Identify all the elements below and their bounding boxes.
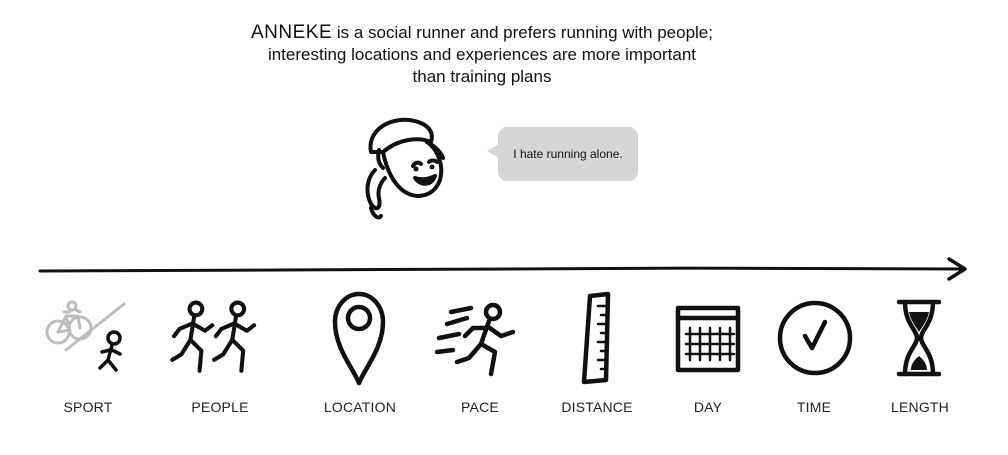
persona-name: ANNEKE xyxy=(251,22,333,43)
description-line-2: interesting locations and experiences ar… xyxy=(267,45,697,64)
label-people: PEOPLE xyxy=(191,399,249,415)
pace-icon xyxy=(434,302,516,377)
description-line-3: than training plans xyxy=(412,67,552,86)
hourglass-icon xyxy=(896,299,942,377)
label-length: LENGTH xyxy=(891,399,949,415)
speech-bubble-tail xyxy=(487,144,499,158)
description-line-1: is a social runner and prefers running w… xyxy=(332,23,713,42)
distance-ruler-icon xyxy=(581,291,611,385)
runner-avatar-icon xyxy=(365,117,445,220)
speech-bubble-text: I hate running alone. xyxy=(513,147,623,161)
persona-description: ANNEKE is a social runner and prefers ru… xyxy=(192,22,772,88)
speech-bubble: I hate running alone. xyxy=(498,127,638,181)
label-sport: SPORT xyxy=(63,399,113,415)
label-pace: PACE xyxy=(461,399,499,415)
sport-icon xyxy=(45,300,126,372)
label-day: DAY xyxy=(693,399,723,415)
timeline-arrow xyxy=(38,257,967,281)
calendar-icon xyxy=(675,305,741,373)
label-location: LOCATION xyxy=(323,399,397,415)
label-distance: DISTANCE xyxy=(561,399,633,415)
clock-icon xyxy=(777,300,853,376)
people-icon xyxy=(170,300,257,373)
label-time: TIME xyxy=(796,399,832,415)
location-pin-icon xyxy=(332,291,386,386)
